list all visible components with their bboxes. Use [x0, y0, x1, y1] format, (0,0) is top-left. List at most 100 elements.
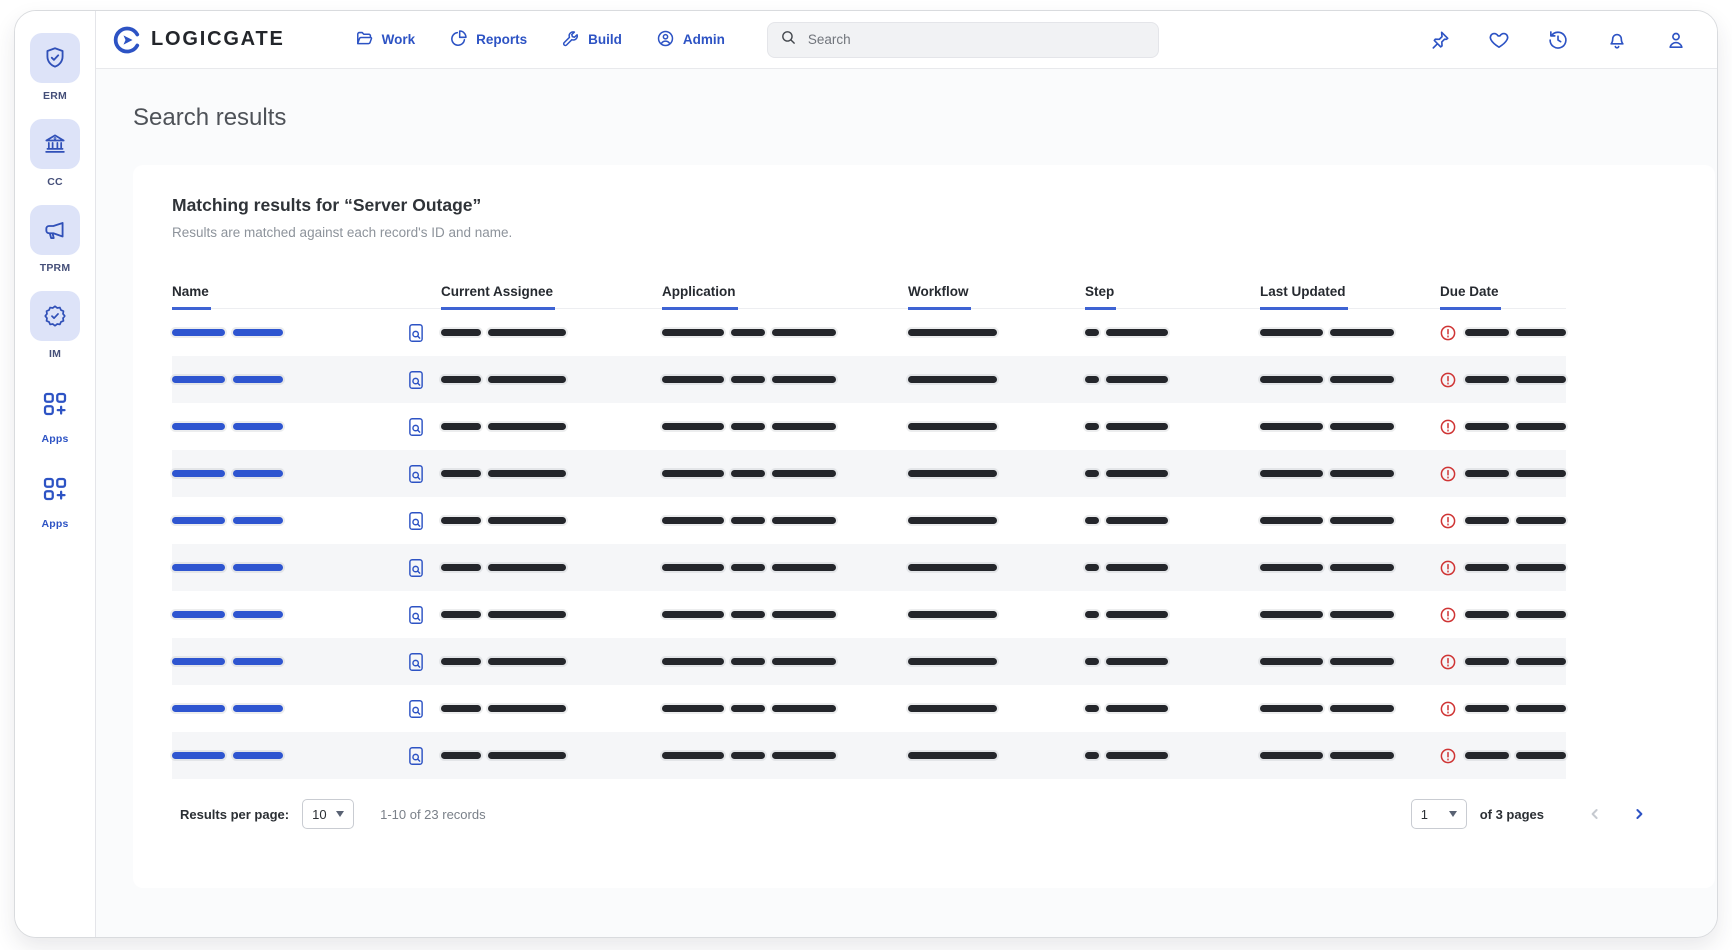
redacted-bar — [1330, 423, 1394, 430]
nav-item-build[interactable]: Build — [561, 29, 622, 51]
page-size-select[interactable]: 10 — [302, 799, 355, 829]
redacted-bar — [908, 752, 997, 759]
redacted-bar — [1465, 564, 1509, 571]
redacted-bar — [908, 611, 997, 618]
record-preview-icon[interactable] — [407, 370, 425, 390]
table-row[interactable] — [172, 450, 1566, 497]
sidebar-item-label: ERM — [43, 90, 67, 102]
sidebar-item-im[interactable]: IM — [30, 291, 80, 360]
redacted-bar — [1085, 564, 1099, 571]
overdue-alert-icon — [1440, 419, 1456, 435]
redacted-bar — [908, 376, 997, 383]
cell-name — [172, 417, 441, 437]
record-preview-icon[interactable] — [407, 417, 425, 437]
heart-icon[interactable] — [1488, 29, 1510, 51]
record-preview-icon[interactable] — [407, 558, 425, 578]
app-window: ERM CC TPRM IM Apps — [14, 10, 1718, 938]
nav-item-reports[interactable]: Reports — [449, 29, 527, 51]
cell-due-date — [1440, 513, 1566, 529]
user-badge-icon — [656, 29, 675, 51]
record-preview-icon[interactable] — [407, 605, 425, 625]
table-row[interactable] — [172, 356, 1566, 403]
chevron-down-icon — [336, 811, 345, 817]
column-header-name[interactable]: Name — [172, 284, 441, 310]
cell-name — [172, 699, 441, 719]
history-icon[interactable] — [1547, 29, 1569, 51]
apps-grid-plus-icon — [30, 382, 80, 426]
sidebar-item-label: TPRM — [39, 262, 71, 274]
record-preview-icon[interactable] — [407, 699, 425, 719]
redacted-bar — [233, 517, 283, 524]
redacted-bar — [662, 611, 724, 618]
redacted-bar — [662, 329, 724, 336]
top-navbar: LOGICGATE Work Reports — [96, 11, 1717, 69]
logo-text: LOGICGATE — [151, 28, 285, 50]
table-row[interactable] — [172, 309, 1566, 356]
table-row[interactable] — [172, 591, 1566, 638]
sidebar-item-erm[interactable]: ERM — [30, 33, 80, 102]
cell-last-updated — [1260, 752, 1440, 759]
search-input[interactable] — [805, 31, 1146, 48]
logo[interactable]: LOGICGATE — [112, 25, 285, 55]
redacted-bar — [731, 329, 765, 336]
table-row[interactable] — [172, 638, 1566, 685]
nav-item-label: Work — [381, 32, 416, 47]
redacted-bar — [441, 423, 481, 430]
record-preview-icon[interactable] — [407, 746, 425, 766]
redacted-bar — [233, 376, 283, 383]
redacted-bar — [1465, 376, 1509, 383]
redacted-bar — [233, 658, 283, 665]
bell-icon[interactable] — [1606, 29, 1628, 51]
cell-step — [1085, 376, 1260, 383]
redacted-bar — [1516, 423, 1566, 430]
user-icon[interactable] — [1665, 29, 1687, 51]
table-row[interactable] — [172, 403, 1566, 450]
redacted-bar — [1516, 329, 1566, 336]
redacted-bar — [488, 329, 566, 336]
redacted-bar — [172, 376, 225, 383]
sidebar-item-apps-2[interactable]: Apps — [30, 462, 80, 530]
main-area: LOGICGATE Work Reports — [96, 11, 1717, 937]
record-preview-icon[interactable] — [407, 652, 425, 672]
sidebar-item-label: Apps — [41, 433, 69, 445]
redacted-bar — [908, 658, 997, 665]
sidebar-item-tprm[interactable]: TPRM — [30, 205, 80, 274]
redacted-bar — [233, 611, 283, 618]
next-page-button[interactable] — [1632, 807, 1646, 821]
table-row[interactable] — [172, 544, 1566, 591]
page-number-select[interactable]: 1 — [1410, 799, 1467, 829]
table-row[interactable] — [172, 685, 1566, 732]
column-header-due-date[interactable]: Due Date — [1440, 284, 1566, 310]
column-header-application[interactable]: Application — [662, 284, 908, 310]
page-size-value: 10 — [312, 806, 327, 822]
redacted-bar — [731, 611, 765, 618]
nav-item-admin[interactable]: Admin — [656, 29, 725, 51]
cell-current-assignee — [441, 517, 662, 524]
overdue-alert-icon — [1440, 372, 1456, 388]
previous-page-button[interactable] — [1588, 807, 1602, 821]
column-header-workflow[interactable]: Workflow — [908, 284, 1085, 310]
sidebar-item-label: IM — [48, 348, 62, 360]
nav-item-work[interactable]: Work — [355, 29, 416, 51]
redacted-bar — [772, 423, 836, 430]
record-preview-icon[interactable] — [407, 511, 425, 531]
record-preview-icon[interactable] — [407, 464, 425, 484]
cell-due-date — [1440, 372, 1566, 388]
cell-due-date — [1440, 419, 1566, 435]
search-results-card: Matching results for “Server Outage” Res… — [133, 165, 1715, 888]
record-preview-icon[interactable] — [407, 323, 425, 343]
cell-current-assignee — [441, 611, 662, 618]
redacted-name-bars — [172, 423, 283, 430]
sidebar-item-cc[interactable]: CC — [30, 119, 80, 188]
pin-icon[interactable] — [1429, 29, 1451, 51]
column-header-last-updated[interactable]: Last Updated — [1260, 284, 1440, 310]
table-row[interactable] — [172, 497, 1566, 544]
table-row[interactable] — [172, 732, 1566, 779]
column-header-step[interactable]: Step — [1085, 284, 1260, 310]
results-card-title: Matching results for “Server Outage” — [172, 195, 482, 215]
redacted-bar — [1330, 564, 1394, 571]
redacted-bar — [488, 658, 566, 665]
column-header-current-assignee[interactable]: Current Assignee — [441, 284, 662, 310]
sidebar-item-apps-1[interactable]: Apps — [30, 377, 80, 445]
overdue-alert-icon — [1440, 513, 1456, 529]
